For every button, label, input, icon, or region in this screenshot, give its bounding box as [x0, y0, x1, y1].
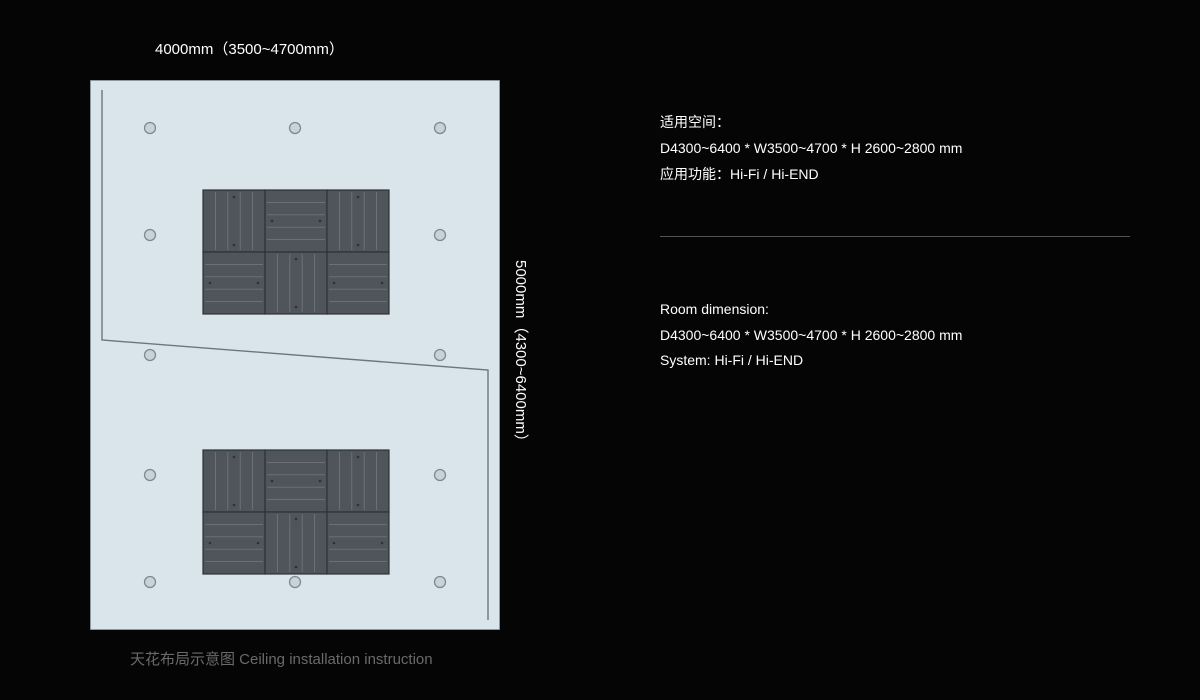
en-dimension-value: D4300~6400 * W3500~4700 * H 2600~2800 mm — [660, 323, 1130, 349]
height-dimension-label: 5000mm（4300~6400mm） — [510, 260, 531, 449]
info-block-en: Room dimension: D4300~6400 * W3500~4700 … — [660, 297, 1130, 375]
info-block-zh: 适用空间： D4300~6400 * W3500~4700 * H 2600~2… — [660, 110, 1130, 188]
en-dimension-label: Room dimension: — [660, 297, 1130, 323]
ceiling-diagram — [90, 80, 500, 630]
en-system-value: System: Hi-Fi / Hi-END — [660, 348, 1130, 374]
diagram-caption: 天花布局示意图 Ceiling installation instruction — [130, 648, 433, 669]
info-divider — [660, 236, 1130, 237]
info-panel: 适用空间： D4300~6400 * W3500~4700 * H 2600~2… — [660, 110, 1130, 374]
width-dimension-label: 4000mm（3500~4700mm） — [155, 38, 344, 59]
zh-system-value: 应用功能：Hi-Fi / Hi-END — [660, 162, 1130, 188]
zh-dimension-value: D4300~6400 * W3500~4700 * H 2600~2800 mm — [660, 136, 1130, 162]
zh-space-label: 适用空间： — [660, 110, 1130, 136]
